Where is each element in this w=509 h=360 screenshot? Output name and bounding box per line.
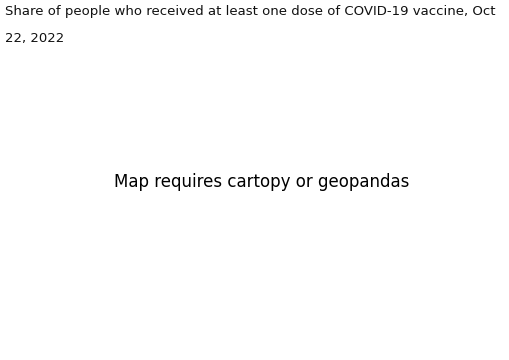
Text: 22, 2022: 22, 2022 bbox=[5, 32, 64, 45]
Text: Share of people who received at least one dose of COVID-19 vaccine, Oct: Share of people who received at least on… bbox=[5, 5, 495, 18]
Text: Map requires cartopy or geopandas: Map requires cartopy or geopandas bbox=[114, 173, 408, 191]
